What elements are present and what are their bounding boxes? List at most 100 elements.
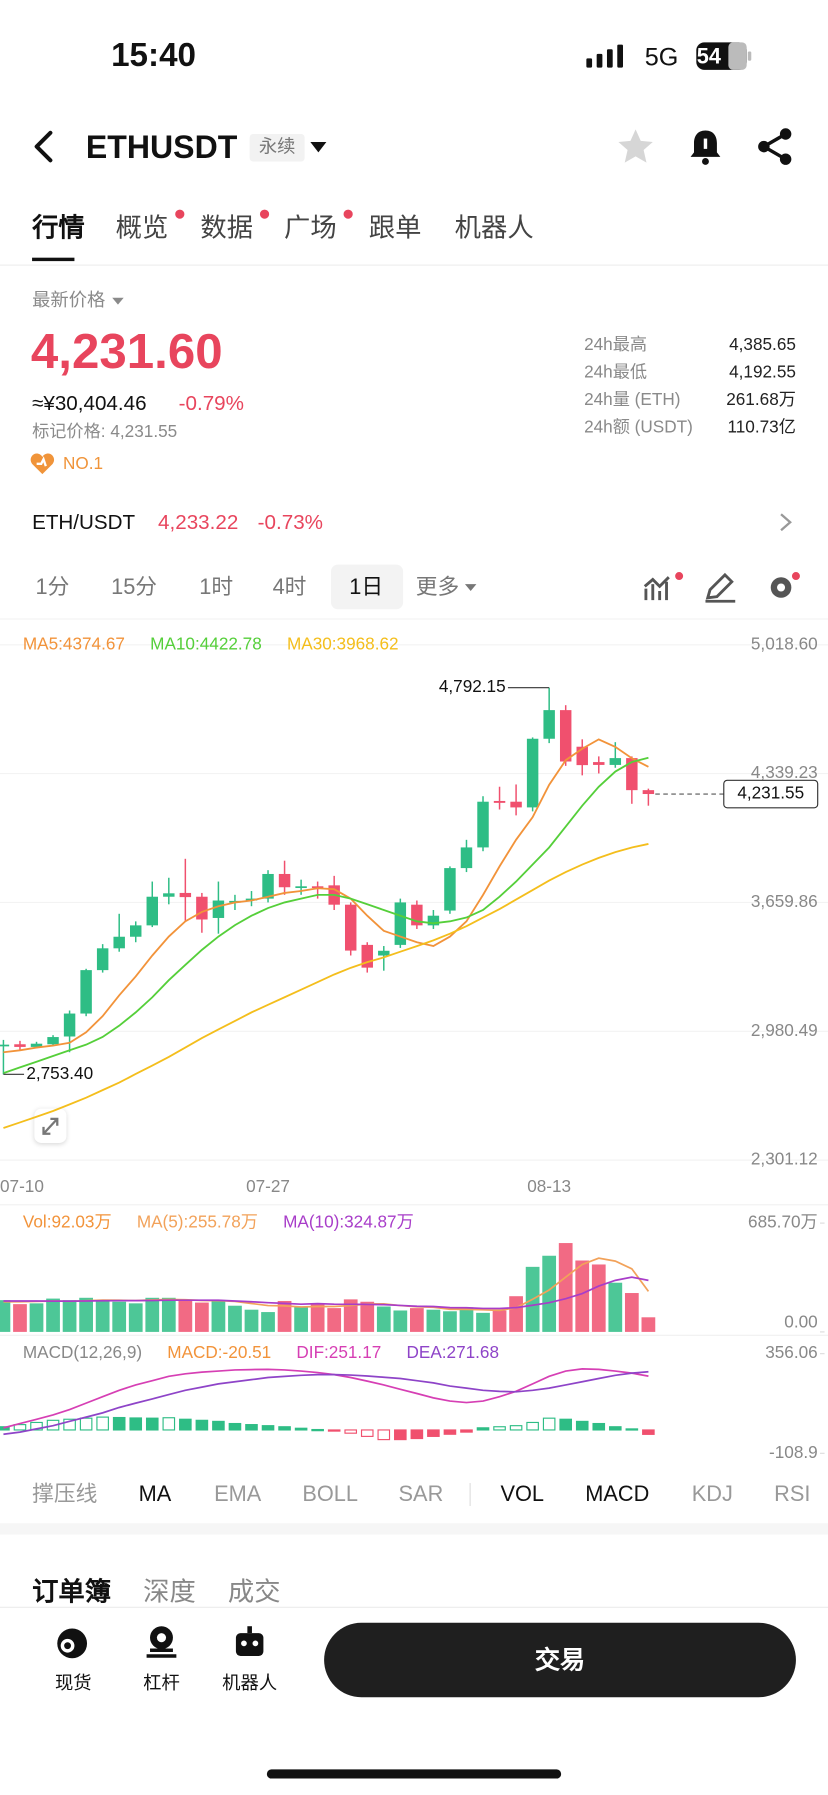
candle-body	[543, 710, 555, 739]
macd-bar	[493, 1426, 506, 1431]
volume-bar	[426, 1309, 441, 1332]
candle-body	[146, 896, 158, 926]
macd-bar	[228, 1422, 242, 1431]
interval-tab[interactable]: 15分	[111, 575, 158, 600]
interval-tab[interactable]: 1分	[35, 575, 70, 600]
indicator-tab[interactable]: VOL	[500, 1482, 545, 1507]
volume-bar	[575, 1260, 590, 1332]
indicator-tab[interactable]: SAR	[398, 1482, 444, 1507]
low-label: 2,753.40	[26, 1063, 93, 1083]
interval-tab[interactable]: 4时	[272, 575, 307, 600]
macd-bar	[592, 1422, 606, 1431]
candle-body	[295, 886, 307, 889]
bottom-nav-label[interactable]: 杠杆	[143, 1674, 180, 1694]
indicator-tab[interactable]: EMA	[214, 1482, 262, 1507]
volume-bar	[112, 1301, 127, 1332]
tab[interactable]: 广场	[284, 212, 337, 243]
contract-dropdown[interactable]	[307, 137, 330, 155]
macd-bar	[526, 1421, 539, 1431]
tab-dot	[259, 209, 270, 219]
stat-label: 24h额 (USDT)	[584, 417, 693, 437]
tab[interactable]: 概览	[115, 212, 169, 243]
bottom-nav-label[interactable]: 机器人	[222, 1674, 278, 1694]
share-button[interactable]	[755, 126, 796, 167]
interval-tab[interactable]: 1日	[349, 575, 384, 600]
macd-bar	[212, 1420, 225, 1431]
candle-body	[460, 847, 473, 869]
last-price-box	[723, 779, 819, 809]
volume-bar	[641, 1317, 656, 1332]
candle-body	[593, 762, 605, 765]
tab[interactable]: 跟单	[368, 212, 422, 243]
macd-bar	[30, 1421, 43, 1431]
y-tick-label: 685.70万	[748, 1212, 818, 1232]
pair-name[interactable]: ETH/USDT	[32, 510, 136, 534]
y-tick-label: 3,659.86	[751, 891, 818, 911]
y-tick-label: 5,018.60	[751, 633, 818, 653]
status-network: 5G	[644, 42, 679, 72]
candle-body	[47, 1037, 59, 1045]
volume-bar	[13, 1304, 27, 1332]
trade-button[interactable]	[324, 1622, 796, 1698]
volume-bar	[459, 1307, 474, 1332]
divider	[0, 618, 828, 620]
bottom-nav-label[interactable]: 现货	[54, 1674, 92, 1694]
candle-body	[526, 738, 539, 808]
price-caption: 最新价格	[32, 290, 106, 311]
indicator-separator	[469, 1483, 471, 1506]
book-tab[interactable]: 深度	[143, 1576, 196, 1607]
volume-bar	[591, 1264, 606, 1332]
volume-bar	[244, 1309, 259, 1332]
volume-bar	[195, 1302, 209, 1332]
fullscreen-button[interactable]	[34, 1108, 67, 1143]
macd-bar	[294, 1427, 308, 1431]
tab[interactable]: 机器人	[454, 212, 534, 243]
macd-bar	[79, 1417, 93, 1431]
macd-bar	[476, 1427, 490, 1431]
candle-body	[212, 900, 225, 918]
indicator-tab[interactable]: 撑压线	[32, 1482, 98, 1507]
candle-body	[477, 801, 489, 848]
volume-bar	[393, 1310, 408, 1332]
indicator-tab[interactable]: MACD	[585, 1482, 650, 1507]
macd-bar	[129, 1417, 143, 1431]
macd-bar	[344, 1429, 358, 1434]
interval-tab[interactable]: 更多	[415, 575, 460, 600]
book-tab[interactable]: 成交	[227, 1576, 281, 1607]
macd-bar	[625, 1428, 639, 1431]
tab-dot	[175, 209, 185, 219]
macd-bar	[195, 1419, 209, 1431]
favorite-button[interactable]	[615, 126, 656, 167]
candle-body	[427, 915, 440, 926]
volume-bar	[608, 1282, 623, 1332]
candle-body	[262, 873, 274, 899]
volume-bar	[79, 1297, 93, 1332]
candle-body	[0, 1044, 10, 1047]
volume-bar	[509, 1296, 523, 1332]
volume-bar	[261, 1312, 275, 1332]
volume-bar	[46, 1298, 60, 1332]
macd-bar	[13, 1424, 27, 1431]
tab[interactable]: 数据	[200, 212, 254, 243]
volume-bar	[211, 1300, 226, 1332]
candle-body	[493, 800, 506, 803]
interval-tab[interactable]: 1时	[199, 575, 234, 600]
macd-bar	[575, 1420, 589, 1431]
pair-chevron[interactable]	[774, 511, 797, 534]
indicator-tab[interactable]: KDJ	[691, 1482, 733, 1507]
volume-bar	[542, 1255, 557, 1332]
chart-tools[interactable]	[641, 570, 801, 604]
tab[interactable]: 行情	[32, 212, 85, 243]
candle-body	[311, 886, 324, 889]
indicator-tab[interactable]: RSI	[774, 1482, 811, 1507]
indicator-tab[interactable]: MA	[138, 1482, 172, 1507]
macd-bar	[162, 1417, 176, 1431]
macd-bar	[542, 1417, 556, 1431]
book-tab[interactable]: 订单簿	[32, 1576, 112, 1607]
back-button[interactable]	[25, 124, 71, 170]
status-icons	[586, 42, 752, 70]
home-indicator	[266, 1769, 562, 1779]
alert-button[interactable]	[685, 126, 726, 167]
stat-value: 110.73亿	[727, 417, 796, 437]
indicator-tab[interactable]: BOLL	[302, 1482, 358, 1507]
